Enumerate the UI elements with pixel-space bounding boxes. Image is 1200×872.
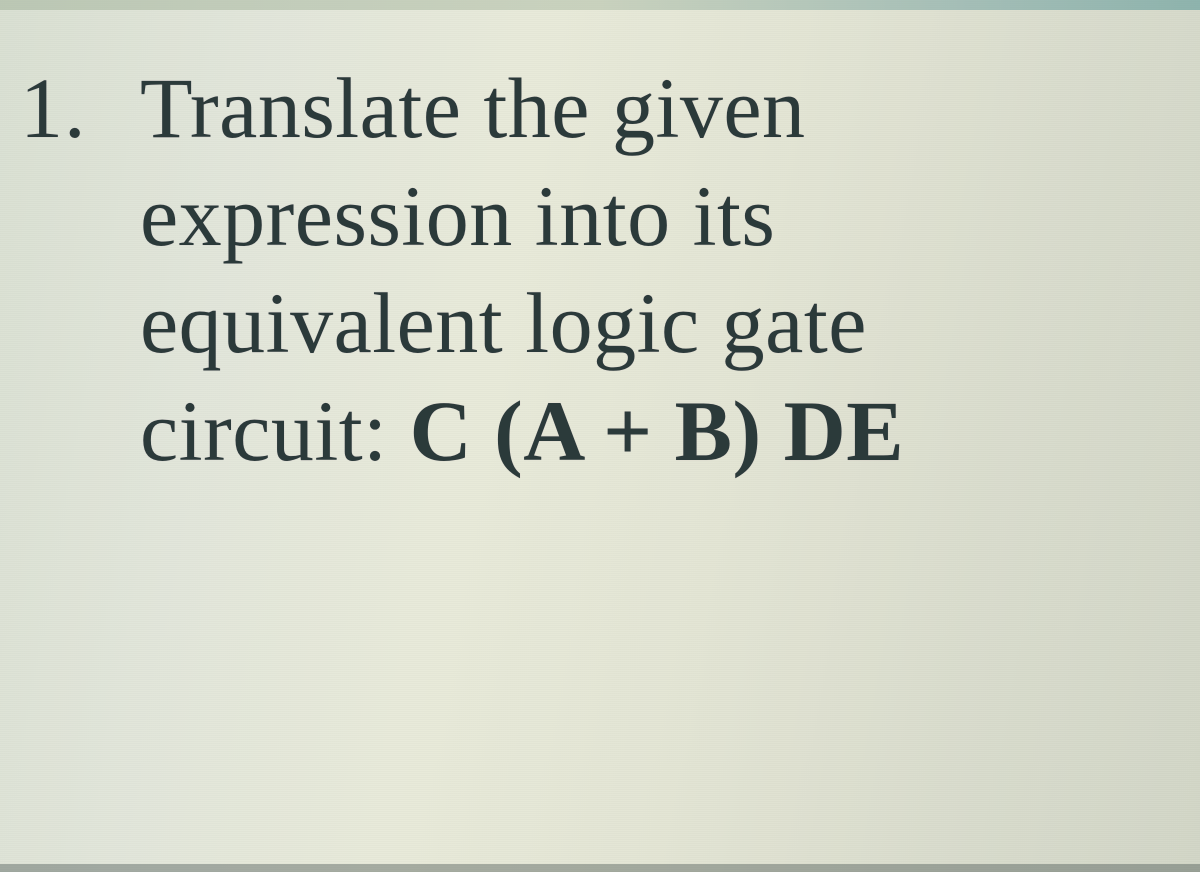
question-text: Translate the given expression into its … [140, 55, 1170, 485]
screen-bottom-edge [0, 864, 1200, 872]
question-line-1: Translate the given [140, 55, 1170, 163]
circuit-label: circuit: [140, 383, 410, 479]
question-number: 1. [20, 55, 140, 163]
question-line-3: equivalent logic gate [140, 270, 1170, 378]
boolean-expression: C (A + B) DE [410, 383, 905, 479]
question-line-4: circuit: C (A + B) DE [140, 378, 1170, 486]
question-item: 1. Translate the given expression into i… [20, 55, 1170, 485]
list-row: 1. Translate the given expression into i… [20, 55, 1170, 485]
question-line-2: expression into its [140, 163, 1170, 271]
screen-top-edge [0, 0, 1200, 10]
